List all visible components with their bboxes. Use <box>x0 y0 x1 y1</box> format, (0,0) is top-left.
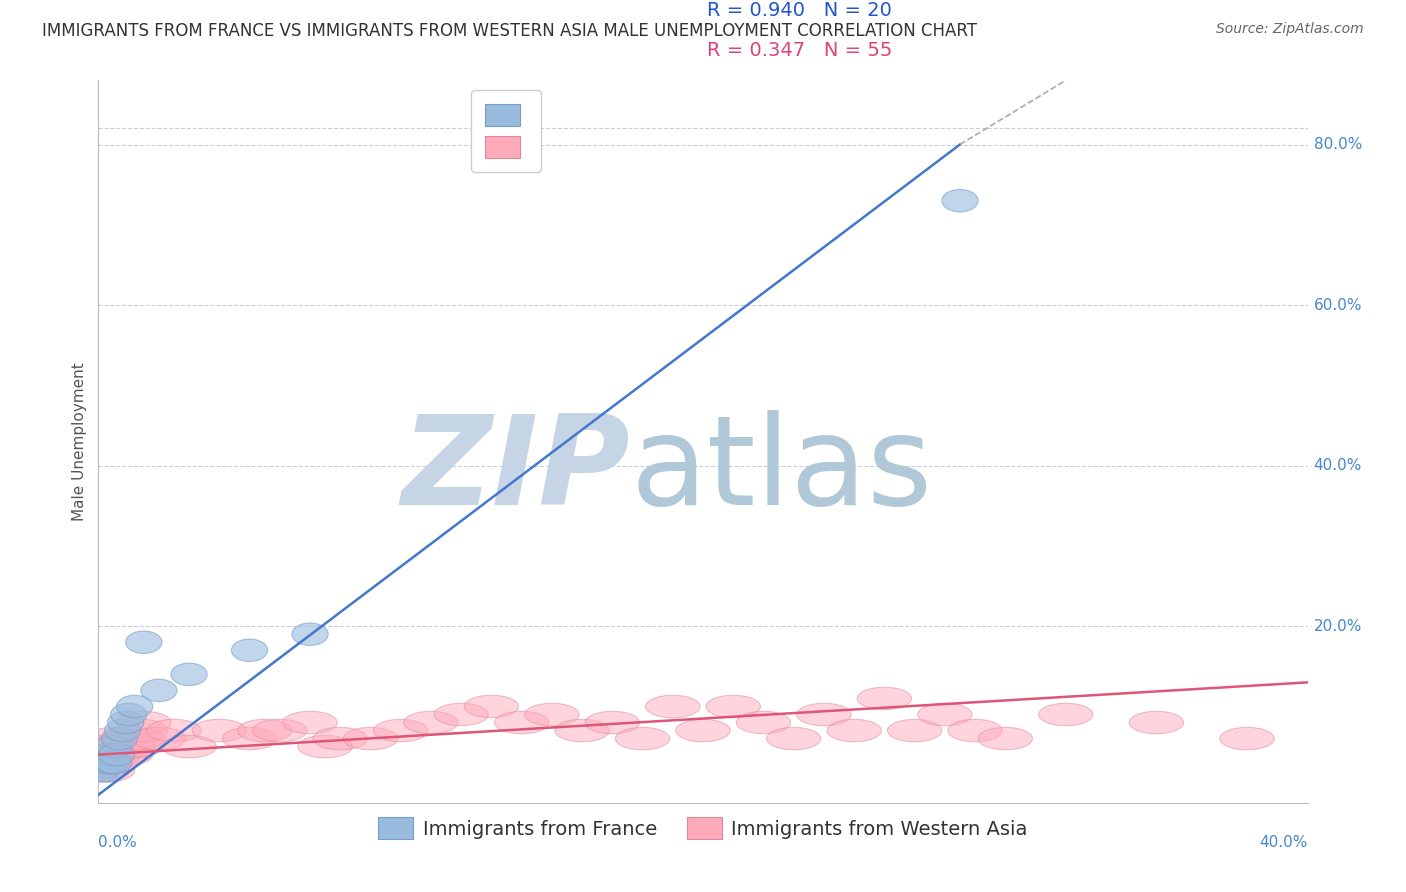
Y-axis label: Male Unemployment: Male Unemployment <box>72 362 87 521</box>
Ellipse shape <box>117 711 172 734</box>
Ellipse shape <box>343 727 398 750</box>
Ellipse shape <box>314 727 367 750</box>
Ellipse shape <box>172 663 207 686</box>
Ellipse shape <box>374 719 427 742</box>
Ellipse shape <box>98 743 153 766</box>
Ellipse shape <box>948 719 1002 742</box>
Ellipse shape <box>80 759 135 782</box>
Ellipse shape <box>107 711 143 734</box>
Ellipse shape <box>193 719 246 742</box>
Ellipse shape <box>101 735 156 758</box>
Text: 40.0%: 40.0% <box>1260 835 1308 850</box>
Text: Source: ZipAtlas.com: Source: ZipAtlas.com <box>1216 22 1364 37</box>
Ellipse shape <box>146 719 201 742</box>
Ellipse shape <box>117 695 153 718</box>
Ellipse shape <box>93 743 146 766</box>
Ellipse shape <box>222 727 277 750</box>
Ellipse shape <box>86 727 141 750</box>
Text: 20.0%: 20.0% <box>1313 619 1362 633</box>
Ellipse shape <box>298 735 353 758</box>
Text: 60.0%: 60.0% <box>1313 298 1362 312</box>
Ellipse shape <box>86 751 122 774</box>
Ellipse shape <box>555 719 609 742</box>
Ellipse shape <box>1039 703 1092 726</box>
Ellipse shape <box>111 703 146 726</box>
Text: atlas: atlas <box>630 410 932 531</box>
Ellipse shape <box>80 743 135 766</box>
Ellipse shape <box>132 727 186 750</box>
Ellipse shape <box>93 751 129 774</box>
Ellipse shape <box>107 735 162 758</box>
Ellipse shape <box>495 711 548 734</box>
Ellipse shape <box>464 695 519 718</box>
Ellipse shape <box>737 711 790 734</box>
Ellipse shape <box>83 735 138 758</box>
Ellipse shape <box>766 727 821 750</box>
Ellipse shape <box>86 756 122 778</box>
Ellipse shape <box>83 751 138 774</box>
Ellipse shape <box>645 695 700 718</box>
Text: 80.0%: 80.0% <box>1313 137 1362 152</box>
Ellipse shape <box>434 703 488 726</box>
Ellipse shape <box>524 703 579 726</box>
Ellipse shape <box>706 695 761 718</box>
Ellipse shape <box>141 679 177 702</box>
Ellipse shape <box>585 711 640 734</box>
Text: R = 0.940   N = 20: R = 0.940 N = 20 <box>707 1 893 20</box>
Ellipse shape <box>86 743 141 766</box>
Ellipse shape <box>942 189 979 212</box>
Text: 40.0%: 40.0% <box>1313 458 1362 473</box>
Ellipse shape <box>83 759 120 782</box>
Ellipse shape <box>676 719 730 742</box>
Text: IMMIGRANTS FROM FRANCE VS IMMIGRANTS FROM WESTERN ASIA MALE UNEMPLOYMENT CORRELA: IMMIGRANTS FROM FRANCE VS IMMIGRANTS FRO… <box>42 22 977 40</box>
Ellipse shape <box>858 687 911 710</box>
Ellipse shape <box>797 703 851 726</box>
Text: 0.0%: 0.0% <box>98 835 138 850</box>
Ellipse shape <box>96 751 132 774</box>
Ellipse shape <box>77 735 132 758</box>
Ellipse shape <box>90 743 125 766</box>
Ellipse shape <box>1129 711 1184 734</box>
Ellipse shape <box>101 727 138 750</box>
Ellipse shape <box>114 719 167 742</box>
Ellipse shape <box>104 727 159 750</box>
Ellipse shape <box>292 623 328 646</box>
Ellipse shape <box>616 727 669 750</box>
Ellipse shape <box>1220 727 1274 750</box>
Ellipse shape <box>253 719 307 742</box>
Text: R = 0.347   N = 55: R = 0.347 N = 55 <box>707 41 893 60</box>
Ellipse shape <box>104 719 141 742</box>
Legend: Immigrants from France, Immigrants from Western Asia: Immigrants from France, Immigrants from … <box>371 809 1035 847</box>
Ellipse shape <box>75 759 129 782</box>
Ellipse shape <box>887 719 942 742</box>
Ellipse shape <box>90 735 143 758</box>
Ellipse shape <box>75 743 129 766</box>
Ellipse shape <box>96 735 150 758</box>
Ellipse shape <box>238 719 292 742</box>
Text: ZIP: ZIP <box>402 410 630 531</box>
Ellipse shape <box>232 639 267 662</box>
Ellipse shape <box>979 727 1032 750</box>
Ellipse shape <box>125 631 162 654</box>
Ellipse shape <box>404 711 458 734</box>
Ellipse shape <box>90 759 125 782</box>
Ellipse shape <box>111 727 165 750</box>
Ellipse shape <box>77 751 132 774</box>
Ellipse shape <box>918 703 972 726</box>
Ellipse shape <box>96 735 132 758</box>
Ellipse shape <box>827 719 882 742</box>
Ellipse shape <box>162 735 217 758</box>
Ellipse shape <box>98 743 135 766</box>
Ellipse shape <box>283 711 337 734</box>
